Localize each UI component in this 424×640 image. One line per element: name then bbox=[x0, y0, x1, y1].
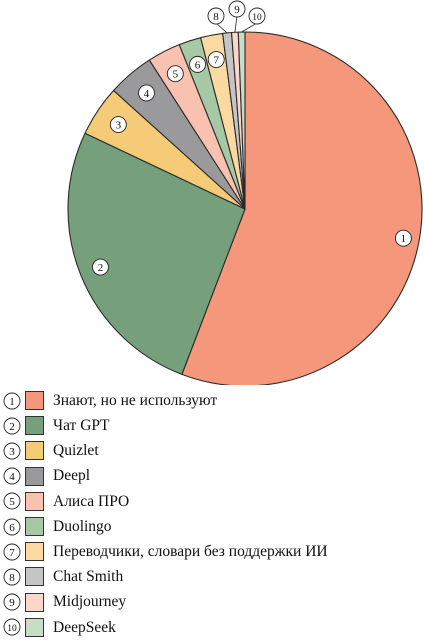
svg-text:4: 4 bbox=[144, 88, 150, 100]
slice-marker-3: 3 bbox=[109, 116, 127, 134]
legend-marker: 8 bbox=[3, 568, 21, 586]
legend-label: Алиса ПРО bbox=[53, 492, 130, 510]
svg-text:6: 6 bbox=[9, 522, 15, 534]
legend-item: 5 Алиса ПРО bbox=[3, 489, 421, 514]
leader-line-10 bbox=[241, 22, 258, 33]
legend-label: Duolingo bbox=[53, 517, 112, 535]
legend-marker: 2 bbox=[3, 417, 21, 435]
legend-label: Chat Smith bbox=[53, 568, 124, 586]
svg-text:10: 10 bbox=[252, 13, 262, 23]
legend-swatch bbox=[25, 542, 44, 562]
slice-marker-9: 9 bbox=[228, 0, 246, 18]
slice-marker-6: 6 bbox=[189, 55, 206, 73]
svg-text:7: 7 bbox=[9, 547, 15, 559]
legend-marker: 7 bbox=[3, 543, 21, 561]
slice-marker-1: 1 bbox=[394, 229, 412, 247]
legend-swatch bbox=[25, 567, 44, 587]
legend-label: Midjourney bbox=[53, 593, 127, 611]
pie-chart: 1 2 3 4 5 6 7 8 9 10 bbox=[67, 0, 423, 385]
legend-label: Чат GPT bbox=[53, 417, 110, 435]
slice-marker-4: 4 bbox=[138, 84, 155, 102]
svg-text:10: 10 bbox=[7, 624, 17, 634]
legend-swatch bbox=[25, 416, 44, 436]
svg-text:6: 6 bbox=[195, 59, 201, 71]
legend-label: Deepl bbox=[53, 467, 91, 485]
legend-swatch bbox=[25, 491, 44, 511]
svg-text:4: 4 bbox=[9, 471, 15, 483]
legend-label: Quizlet bbox=[53, 442, 99, 460]
legend-item: 8 Chat Smith bbox=[3, 564, 421, 589]
legend-label: DeepSeek bbox=[53, 618, 116, 636]
svg-text:8: 8 bbox=[213, 11, 219, 23]
leader-line-9 bbox=[234, 15, 238, 33]
svg-text:3: 3 bbox=[9, 446, 15, 458]
svg-text:1: 1 bbox=[401, 233, 407, 245]
legend-item: 3 Quizlet bbox=[3, 438, 421, 463]
legend-marker: 1 bbox=[3, 392, 21, 410]
legend-marker: 5 bbox=[3, 492, 21, 510]
svg-text:1: 1 bbox=[9, 396, 15, 408]
slice-marker-5: 5 bbox=[166, 65, 184, 83]
slice-marker-2: 2 bbox=[92, 258, 109, 276]
svg-text:8: 8 bbox=[9, 572, 15, 584]
legend-marker: 3 bbox=[3, 442, 21, 460]
slice-marker-8: 8 bbox=[207, 7, 225, 25]
svg-text:2: 2 bbox=[9, 421, 15, 433]
legend-swatch bbox=[25, 617, 44, 637]
legend-marker: 10 bbox=[3, 618, 21, 636]
legend-item: 7 Переводчики, словари без поддержки ИИ bbox=[3, 539, 421, 564]
svg-text:5: 5 bbox=[173, 69, 179, 81]
legend-item: 4 Deepl bbox=[3, 464, 421, 489]
pie-slice-1 bbox=[181, 31, 423, 385]
legend-marker: 9 bbox=[3, 593, 21, 611]
chart-legend: 1 Знают, но не используют 2 Чат GPT 3 Quizlet… bbox=[3, 388, 421, 640]
legend-marker: 4 bbox=[3, 467, 21, 485]
leader-line-8 bbox=[215, 22, 228, 34]
legend-marker: 6 bbox=[3, 518, 21, 536]
svg-text:3: 3 bbox=[116, 120, 122, 132]
legend-label: Переводчики, словари без поддержки ИИ bbox=[53, 542, 328, 560]
legend-label: Знают, но не используют bbox=[53, 391, 218, 409]
legend-item: 1 Знают, но не используют bbox=[3, 388, 421, 413]
legend-swatch bbox=[25, 441, 44, 461]
svg-text:7: 7 bbox=[213, 55, 219, 67]
svg-text:9: 9 bbox=[9, 597, 15, 609]
legend-swatch bbox=[25, 592, 44, 612]
legend-swatch bbox=[25, 466, 44, 486]
svg-text:9: 9 bbox=[234, 4, 240, 16]
slice-marker-7: 7 bbox=[207, 51, 225, 68]
svg-text:2: 2 bbox=[98, 262, 104, 274]
legend-item: 6 Duolingo bbox=[3, 514, 421, 539]
slice-marker-10: 10 bbox=[248, 7, 266, 25]
legend-item: 10 DeepSeek bbox=[3, 615, 421, 640]
pie-slice-2 bbox=[67, 132, 246, 375]
legend-swatch bbox=[25, 517, 44, 537]
legend-swatch bbox=[25, 391, 44, 411]
legend-item: 9 Midjourney bbox=[3, 590, 421, 615]
legend-item: 2 Чат GPT bbox=[3, 413, 421, 438]
svg-text:5: 5 bbox=[9, 496, 15, 508]
